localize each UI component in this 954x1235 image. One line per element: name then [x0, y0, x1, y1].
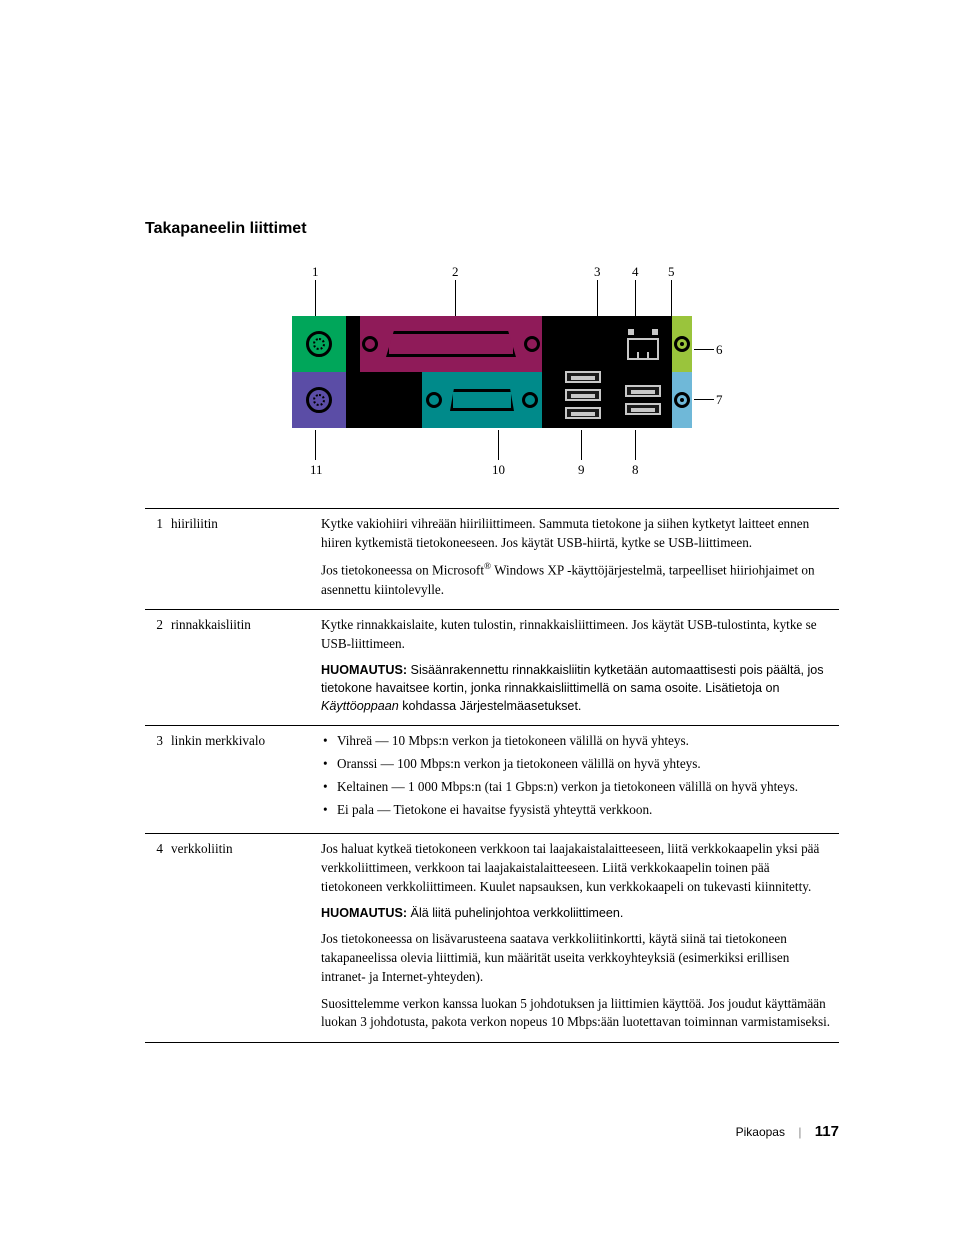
connector-table: 1hiiriliitinKytke vakiohiiri vihreään hi…	[145, 508, 839, 1043]
callout-9: 9	[578, 462, 585, 478]
row-number: 2	[145, 610, 171, 726]
section-title: Takapaneelin liittimet	[145, 220, 839, 238]
table-row: 1hiiriliitinKytke vakiohiiri vihreään hi…	[145, 509, 839, 610]
callout-3: 3	[594, 264, 601, 280]
mouse-port-icon	[292, 316, 346, 372]
page-number: 117	[815, 1123, 839, 1140]
callout-2: 2	[452, 264, 459, 280]
line-in-jack-icon	[672, 372, 692, 428]
callout-6: 6	[716, 342, 723, 358]
line-out-jack-icon	[672, 316, 692, 372]
callout-1: 1	[312, 264, 319, 280]
back-panel-diagram: 1 2 3 4 5 6 7 8 9 10 11	[145, 264, 839, 474]
callout-11: 11	[310, 462, 323, 478]
row-description: Kytke rinnakkaislaite, kuten tulostin, r…	[321, 610, 839, 726]
row-description: Jos haluat kytkeä tietokoneen verkkoon t…	[321, 834, 839, 1043]
page-footer: Pikaopas | 117	[145, 1123, 839, 1140]
footer-label: Pikaopas	[736, 1125, 785, 1139]
keyboard-port-icon	[292, 372, 346, 428]
callout-8: 8	[632, 462, 639, 478]
ethernet-port-icon	[616, 316, 670, 372]
table-row: 3linkin merkkivaloVihreä — 10 Mbps:n ver…	[145, 726, 839, 834]
row-name: verkkoliitin	[171, 834, 321, 1043]
row-description: Vihreä — 10 Mbps:n verkon ja tietokoneen…	[321, 726, 839, 834]
callout-10: 10	[492, 462, 505, 478]
table-row: 2rinnakkaisliitinKytke rinnakkaislaite, …	[145, 610, 839, 726]
callout-5: 5	[668, 264, 675, 280]
row-number: 3	[145, 726, 171, 834]
row-name: linkin merkkivalo	[171, 726, 321, 834]
callout-4: 4	[632, 264, 639, 280]
usb-stack2-icon	[616, 372, 670, 428]
row-number: 4	[145, 834, 171, 1043]
row-number: 1	[145, 509, 171, 610]
serial-port-icon	[422, 372, 542, 428]
callout-7: 7	[716, 392, 723, 408]
usb-stack-icon	[556, 316, 610, 428]
row-name: rinnakkaisliitin	[171, 610, 321, 726]
parallel-port-icon	[360, 316, 542, 372]
row-description: Kytke vakiohiiri vihreään hiiriliittimee…	[321, 509, 839, 610]
table-row: 4verkkoliitinJos haluat kytkeä tietokone…	[145, 834, 839, 1043]
row-name: hiiriliitin	[171, 509, 321, 610]
